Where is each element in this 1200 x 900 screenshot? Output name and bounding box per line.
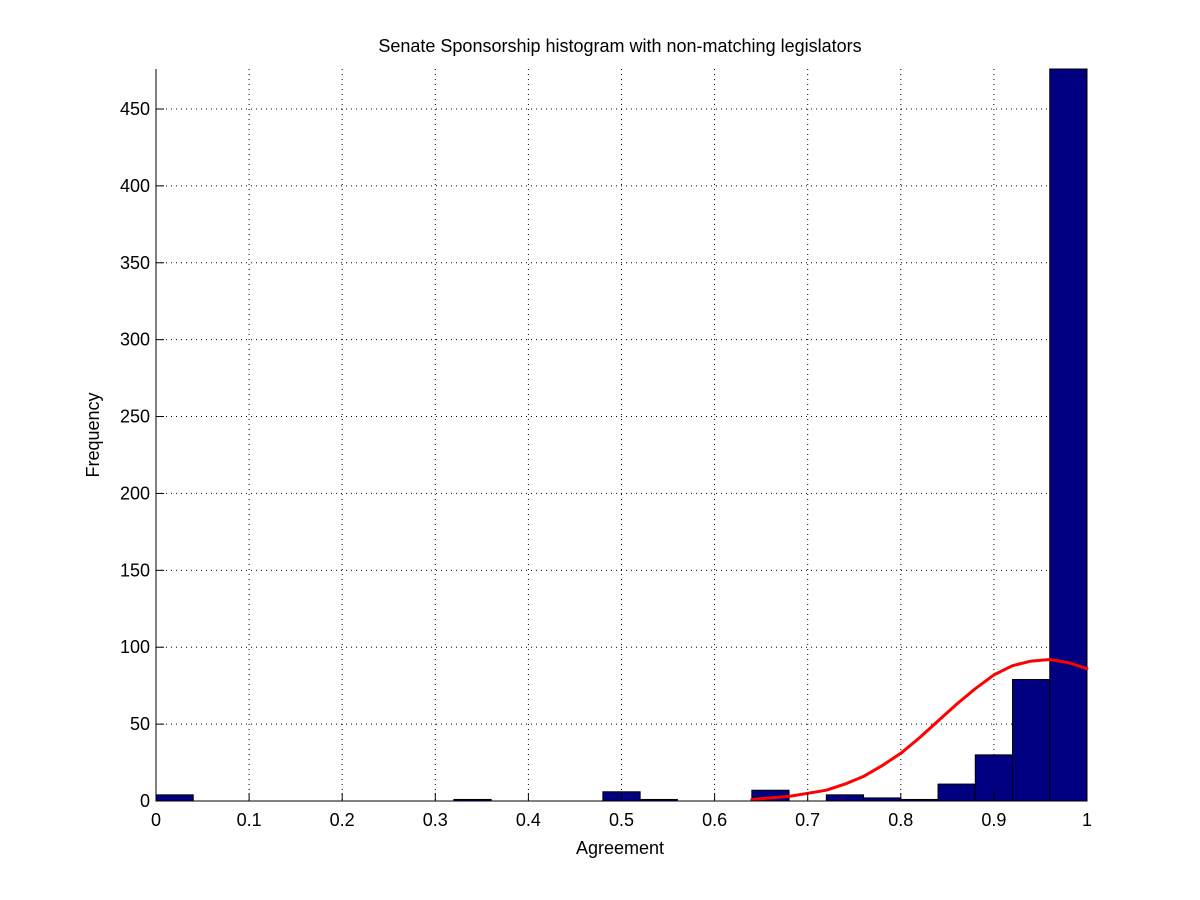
grid-lines (156, 69, 1087, 801)
x-tick-label: 0.3 (423, 810, 448, 830)
x-tick-label: 0.6 (702, 810, 727, 830)
y-tick-label: 200 (120, 483, 150, 503)
x-tick-label: 1 (1082, 810, 1092, 830)
y-tick-label: 300 (120, 330, 150, 350)
y-tick-label: 350 (120, 253, 150, 273)
histogram-bar (825, 794, 865, 802)
histogram-bar (1049, 68, 1088, 802)
y-tick-label: 0 (140, 791, 150, 811)
histogram-bar (937, 783, 976, 802)
y-tick-label: 400 (120, 176, 150, 196)
x-tick-label: 0.7 (795, 810, 820, 830)
y-tick-label: 450 (120, 99, 150, 119)
x-tick-label: 0 (151, 810, 161, 830)
y-tick-label: 150 (120, 560, 150, 580)
x-tick-label: 0.8 (888, 810, 913, 830)
y-tick-label: 250 (120, 407, 150, 427)
x-axis-ticks: 0 0.1 0.2 0.3 0.4 0.5 0.6 0.7 0.8 0.9 1 (151, 793, 1092, 830)
x-tick-label: 0.1 (237, 810, 262, 830)
x-tick-label: 0.5 (609, 810, 634, 830)
y-axis-ticks: 0 50 100 150 200 250 300 350 400 450 (120, 99, 164, 811)
x-tick-label: 0.9 (981, 810, 1006, 830)
histogram-bar (155, 794, 194, 802)
x-tick-label: 0.4 (516, 810, 541, 830)
histogram-bar (1012, 679, 1051, 802)
chart-title: Senate Sponsorship histogram with non-ma… (378, 36, 861, 56)
x-tick-label: 0.2 (330, 810, 355, 830)
y-axis-label: Frequency (83, 392, 103, 477)
y-tick-label: 50 (130, 714, 150, 734)
y-tick-label: 100 (120, 637, 150, 657)
x-axis-label: Agreement (576, 838, 664, 858)
